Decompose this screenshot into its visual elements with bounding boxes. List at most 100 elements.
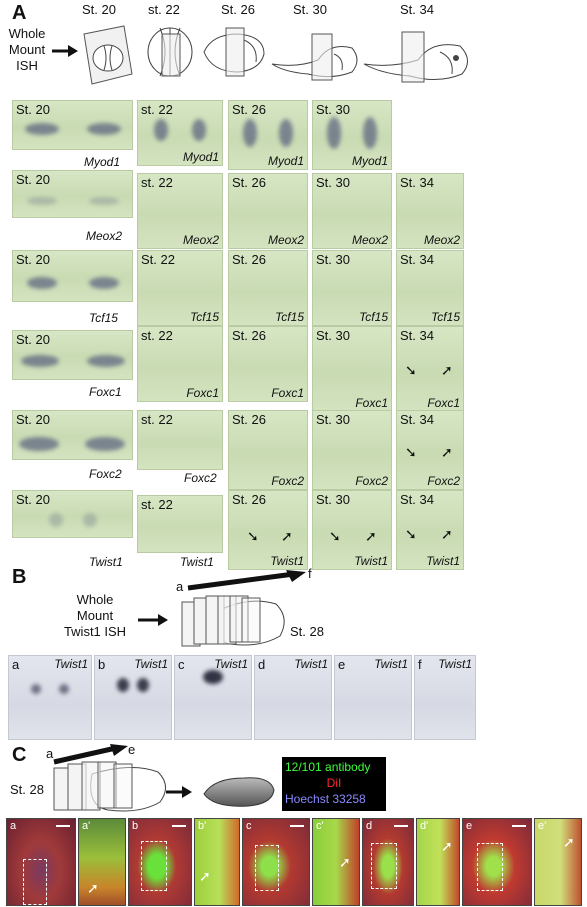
- tile-letter: a': [82, 820, 91, 832]
- whole-mount-line-1: Whole: [76, 592, 114, 607]
- tile-stage-label: St. 20: [16, 102, 50, 117]
- tile-stage-label: St. 26: [232, 252, 266, 267]
- ish-tile-foxc2-st22: st. 22: [137, 410, 223, 470]
- embryo-schematic-st26: [203, 27, 265, 77]
- tile-stage-label: St. 20: [16, 412, 50, 427]
- fluor-tile-a-prime: a' ➚: [78, 818, 126, 906]
- ish-tile-foxc1-st20: St. 20: [12, 330, 133, 380]
- arrow-icon: ➚: [339, 854, 351, 870]
- tile-gene-label: Myod1: [182, 150, 219, 164]
- tile-gene-label: Foxc1: [427, 396, 460, 410]
- stage-header-34: St. 34: [400, 2, 434, 17]
- ish-tile-meox2-st34: St. 34 Meox2: [396, 173, 464, 249]
- tile-stage-label: St. 34: [400, 328, 434, 343]
- whole-mount-line-3: ISH: [16, 58, 38, 73]
- tile-gene-label: Twist1: [270, 554, 304, 568]
- ish-tile-tcf15-st22: St. 22 Tcf15: [137, 250, 223, 326]
- stage-label-c: St. 28: [10, 782, 44, 797]
- ish-tile-b-e: e Twist1: [334, 655, 412, 740]
- tile-stage-label: St. 20: [16, 492, 50, 507]
- tile-stage-label: St. 30: [316, 492, 350, 507]
- embryo-schematic-st30: [271, 33, 358, 81]
- ish-tile-twist1-st26: St. 26 ➘ ➚ Twist1: [228, 490, 308, 570]
- ish-tile-foxc1-st34: St. 34 ➘ ➚ Foxc1: [396, 326, 464, 412]
- tile-letter: a: [10, 820, 17, 832]
- ish-tile-foxc2-st26: St. 26 Foxc2: [228, 410, 308, 490]
- arrow-icon-c: [166, 786, 192, 798]
- section-stack-schematic-b: [181, 595, 285, 647]
- stage-header-26: St. 26: [221, 2, 255, 17]
- scale-bar: [512, 825, 526, 827]
- stage-header-20: St. 20: [82, 2, 116, 17]
- ish-tile-b-b: b Twist1: [94, 655, 172, 740]
- arrow-icon: ➚: [87, 880, 99, 896]
- legend-12-101-antibody: 12/101 antibody: [285, 760, 371, 774]
- arrow-icon-a: [52, 45, 78, 57]
- inset-box: [255, 845, 279, 891]
- tile-stage-label: St. 20: [16, 332, 50, 347]
- ish-tile-tcf15-st26: St. 26 Tcf15: [228, 250, 308, 326]
- tile-letter: b: [132, 820, 139, 832]
- tile-stage-label: st. 22: [141, 497, 173, 512]
- tile-gene-label: Tcf15: [431, 310, 460, 324]
- section-gene-label: Twist1: [374, 657, 408, 671]
- tile-stage-label: St. 34: [400, 175, 434, 190]
- section-letter: c: [178, 657, 185, 672]
- arrow-icon-b: [138, 614, 168, 626]
- tile-stage-label: St. 30: [316, 175, 350, 190]
- fluor-tile-d-prime: d' ➚: [416, 818, 460, 906]
- range-arrow-c: [53, 744, 128, 765]
- embryo-schematic-st34: [363, 31, 468, 83]
- ish-tile-meox2-st26: St. 26 Meox2: [228, 173, 308, 249]
- range-start-c: a: [46, 746, 54, 761]
- tile-gene-label: Foxc2: [184, 471, 217, 485]
- tile-stage-label: St. 34: [400, 492, 434, 507]
- arrow-icon: ➚: [199, 868, 211, 884]
- tile-stage-label: st. 22: [141, 175, 173, 190]
- tile-stage-label: St. 30: [316, 412, 350, 427]
- arrow-icon: ➚: [441, 838, 453, 854]
- ish-tile-myod1-st22: st. 22 Myod1: [137, 100, 223, 166]
- tile-stage-label: st. 22: [141, 102, 173, 117]
- fluor-tile-b-prime: b' ➚: [194, 818, 240, 906]
- ish-tile-myod1-st20: St. 20: [12, 100, 133, 150]
- tile-letter: c: [246, 820, 252, 832]
- scale-bar: [172, 825, 186, 827]
- tile-gene-label: Myod1: [84, 155, 121, 169]
- range-start-b: a: [176, 579, 184, 594]
- tile-letter: c': [316, 820, 324, 832]
- whole-mount-label-a: Whole Mount ISH: [4, 26, 50, 74]
- tile-gene-label: Tcf15: [359, 310, 388, 324]
- embryo-schematic-st22: [147, 27, 193, 77]
- whole-mount-line-1: Whole: [8, 26, 46, 41]
- tile-gene-label: Meox2: [86, 229, 123, 243]
- arrow-icon: ➚: [441, 526, 453, 542]
- arrow-icon: ➚: [441, 444, 453, 460]
- ish-tile-tcf15-st34: St. 34 Tcf15: [396, 250, 464, 326]
- whole-mount-line-2: Mount: [8, 42, 46, 57]
- tile-gene-label: Foxc1: [271, 386, 304, 400]
- section-gene-label: Twist1: [54, 657, 88, 671]
- scale-bar: [290, 825, 304, 827]
- tile-stage-label: St. 30: [316, 328, 350, 343]
- tile-stage-label: St. 26: [232, 102, 266, 117]
- inset-box: [23, 859, 47, 905]
- tile-gene-label: Meox2: [182, 233, 219, 247]
- tile-gene-label: Tcf15: [190, 310, 219, 324]
- tile-letter: b': [198, 820, 207, 832]
- embryo-3d-icon: [203, 777, 275, 807]
- stain-legend: 12/101 antibody DiI Hoechst 33258: [282, 757, 386, 811]
- inset-box: [141, 841, 167, 891]
- tile-gene-label: Twist1: [89, 555, 123, 569]
- ish-tile-twist1-st20: St. 20: [12, 490, 133, 538]
- arrow-icon: ➘: [405, 526, 417, 542]
- tile-stage-label: St. 26: [232, 492, 266, 507]
- arrow-icon: ➘: [329, 528, 341, 544]
- ish-tile-meox2-st22: st. 22 Meox2: [137, 173, 223, 249]
- ish-tile-foxc1-st30: St. 30 Foxc1: [312, 326, 392, 412]
- panel-a-letter: A: [12, 2, 27, 24]
- stage-header-30: St. 30: [293, 2, 327, 17]
- range-end-c: e: [128, 742, 136, 757]
- section-gene-label: Twist1: [438, 657, 472, 671]
- fluor-tile-b: b: [128, 818, 192, 906]
